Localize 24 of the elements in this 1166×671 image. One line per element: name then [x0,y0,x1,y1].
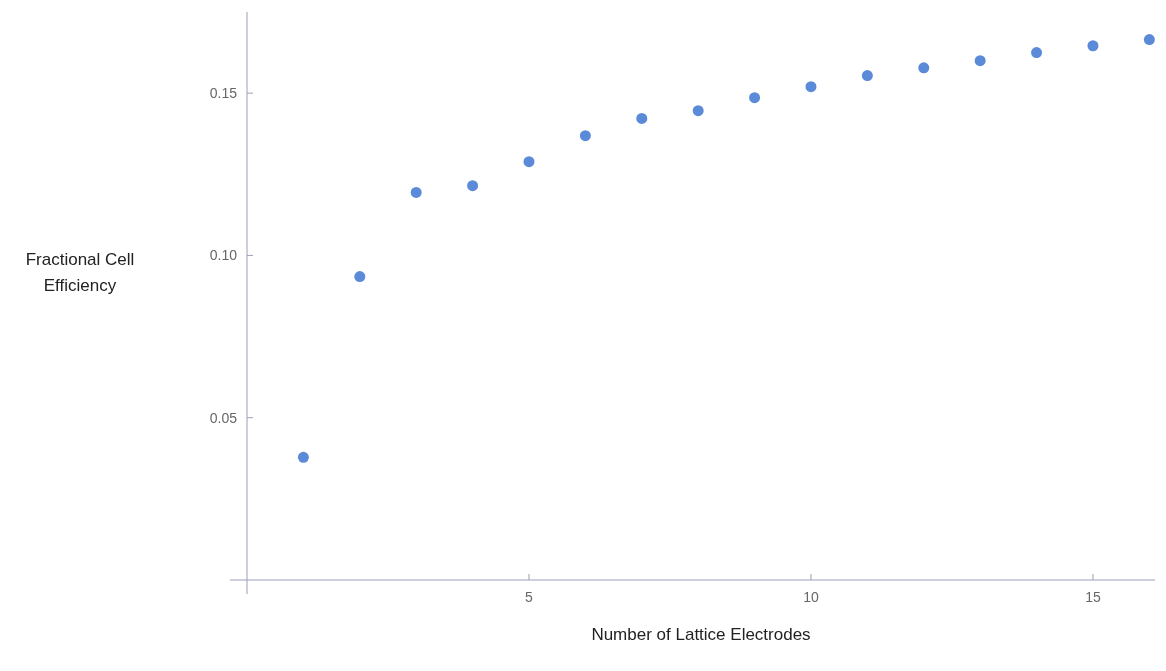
y-tick-label: 0.15 [209,85,238,102]
point [805,81,817,93]
point [579,130,591,142]
point [749,92,761,104]
point [636,112,648,124]
point [410,186,422,198]
point [918,62,930,74]
point [297,451,309,463]
point [1087,40,1099,52]
point [354,271,366,283]
x-axis-title: Number of Lattice Electrodes [591,625,811,644]
y-axis-title: Fractional Cell Efficiency [25,250,135,295]
point [1143,34,1155,46]
x-tick-label: 10 [803,589,819,605]
x-tick-label: 15 [1085,589,1101,605]
x-tick-label: 5 [525,589,534,605]
point [692,105,704,117]
y-tick-label: 0.10 [209,247,238,264]
point [467,180,479,192]
point [861,70,873,82]
y-tick-label: 0.05 [209,409,238,426]
point [1031,47,1043,59]
point [523,156,535,168]
point [974,55,986,67]
